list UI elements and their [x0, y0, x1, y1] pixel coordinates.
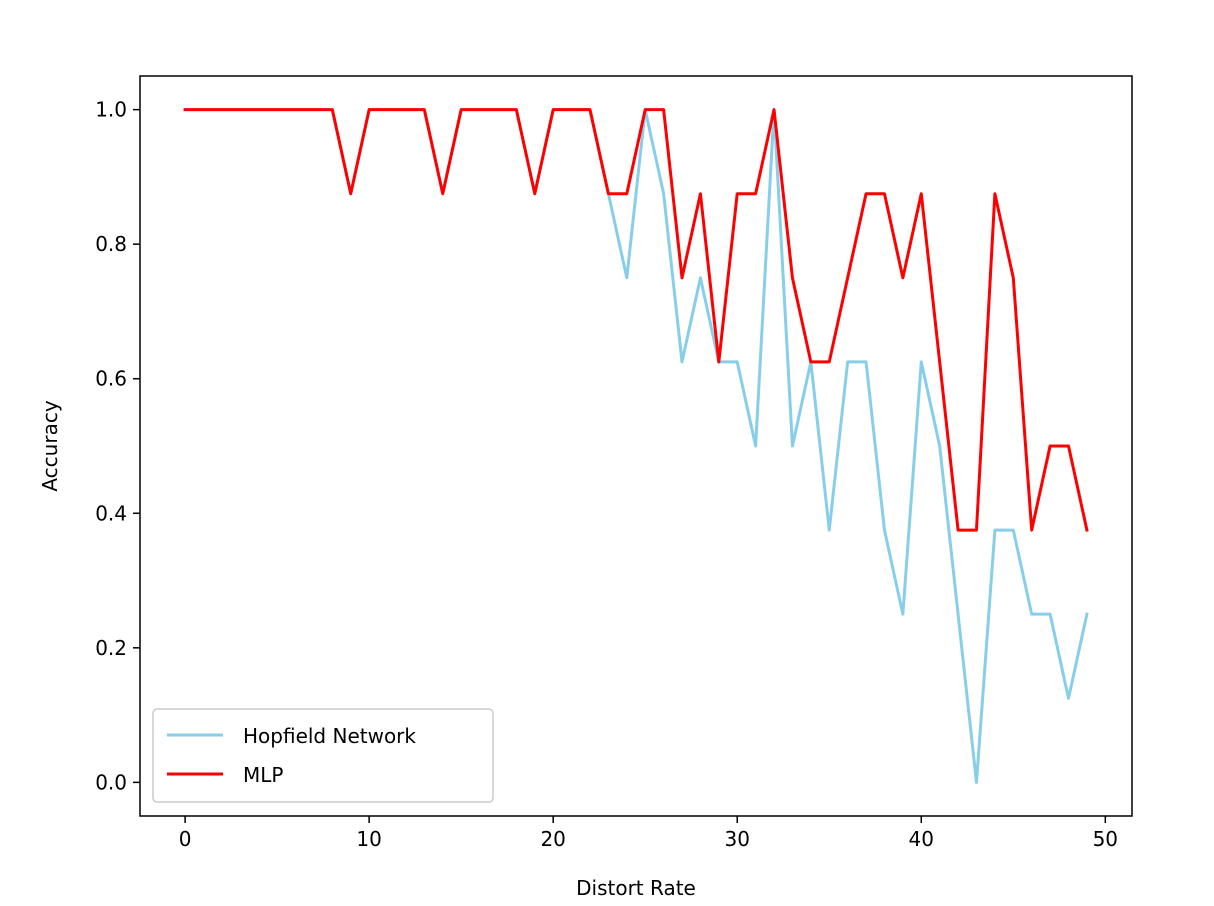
- y-tick-label: 0.6: [95, 367, 127, 391]
- y-tick-label: 0.4: [95, 501, 127, 525]
- x-axis-title: Distort Rate: [576, 876, 696, 900]
- y-axis-ticks: 0.0 0.2 0.4 0.6 0.8 1.0: [95, 98, 140, 794]
- legend-label-hopfield-network: Hopfield Network: [243, 724, 416, 748]
- legend-label-mlp: MLP: [243, 763, 283, 787]
- y-tick-label: 0.2: [95, 636, 127, 660]
- x-tick-label: 40: [909, 827, 934, 851]
- y-tick-label: 1.0: [95, 98, 127, 122]
- x-tick-label: 50: [1093, 827, 1118, 851]
- y-tick-label: 0.8: [95, 232, 127, 256]
- series-line-mlp: [183, 108, 1089, 532]
- series-layer: [183, 108, 1089, 784]
- x-tick-label: 20: [540, 827, 565, 851]
- y-axis-title: Accuracy: [38, 400, 62, 491]
- x-tick-label: 10: [356, 827, 381, 851]
- plot-frame: [139, 75, 1133, 817]
- y-tick-label: 0.0: [95, 770, 127, 794]
- legend: Hopfield Network MLP: [152, 708, 494, 803]
- x-tick-label: 0: [179, 827, 192, 851]
- x-axis-ticks: 0 10 20 30 40 50: [179, 816, 1118, 851]
- legend-box: [152, 708, 494, 803]
- x-tick-label: 30: [724, 827, 749, 851]
